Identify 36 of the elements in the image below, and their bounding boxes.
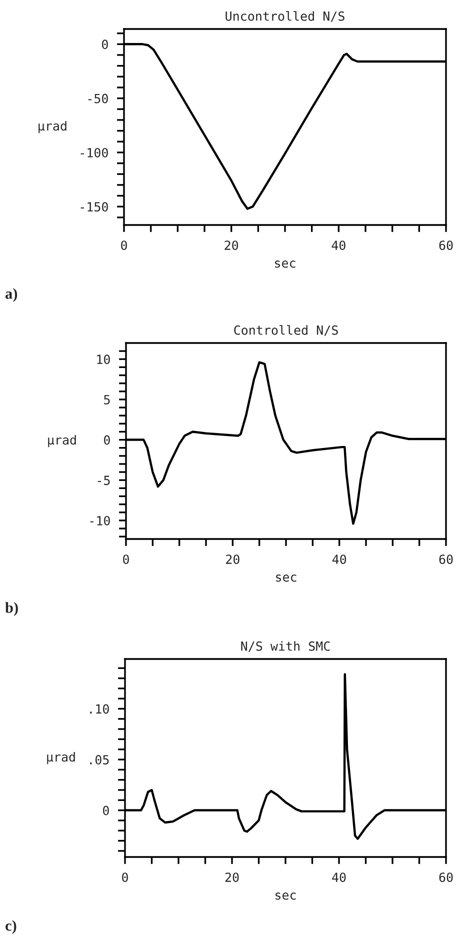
y-tick-label: .10 — [90, 704, 109, 714]
text: b) — [5, 602, 18, 616]
y-tick-label: 10 — [97, 354, 110, 364]
y-tick-label: -100 — [80, 148, 108, 158]
chart-title: Uncontrolled N/S — [226, 11, 344, 22]
x-tick-label: 20 — [225, 872, 239, 882]
y-tick-label: -150 — [80, 202, 108, 212]
x-tick-label: 60 — [439, 872, 453, 882]
x-tick-label: 40 — [332, 240, 346, 250]
chart-title: N/S with SMC — [241, 641, 330, 652]
y-axis-title: µrad — [38, 120, 66, 134]
y-tick-label: 0 — [102, 40, 108, 50]
y-axis-title: µrad — [47, 752, 75, 764]
y-tick-label: 5 — [104, 395, 110, 404]
x-axis-title: sec — [276, 574, 296, 582]
y-tick-label: -50 — [88, 94, 108, 104]
y-tick-label: -5 — [98, 476, 110, 486]
y-axis-title: µrad — [48, 434, 76, 448]
x-tick-label: 0 — [123, 554, 129, 564]
x-axis-title: sec — [275, 260, 296, 268]
x-tick-label: 20 — [224, 240, 238, 250]
text: a) — [5, 288, 18, 302]
x-tick-label: 40 — [332, 872, 346, 882]
x-tick-label: 60 — [439, 554, 453, 564]
text: c) — [6, 920, 16, 934]
x-tick-label: 0 — [121, 240, 127, 250]
x-tick-label: 40 — [332, 554, 346, 564]
y-tick-label: 0 — [104, 435, 110, 445]
chart-title: Controlled N/S — [234, 325, 338, 336]
x-tick-label: 0 — [122, 872, 128, 882]
x-tick-label: 20 — [226, 554, 240, 564]
y-tick-label: -10 — [90, 516, 110, 526]
x-tick-label: 60 — [439, 240, 453, 250]
y-tick-label: 0 — [103, 806, 109, 816]
x-axis-title: sec — [276, 892, 296, 900]
y-tick-label: .05 — [90, 755, 109, 764]
